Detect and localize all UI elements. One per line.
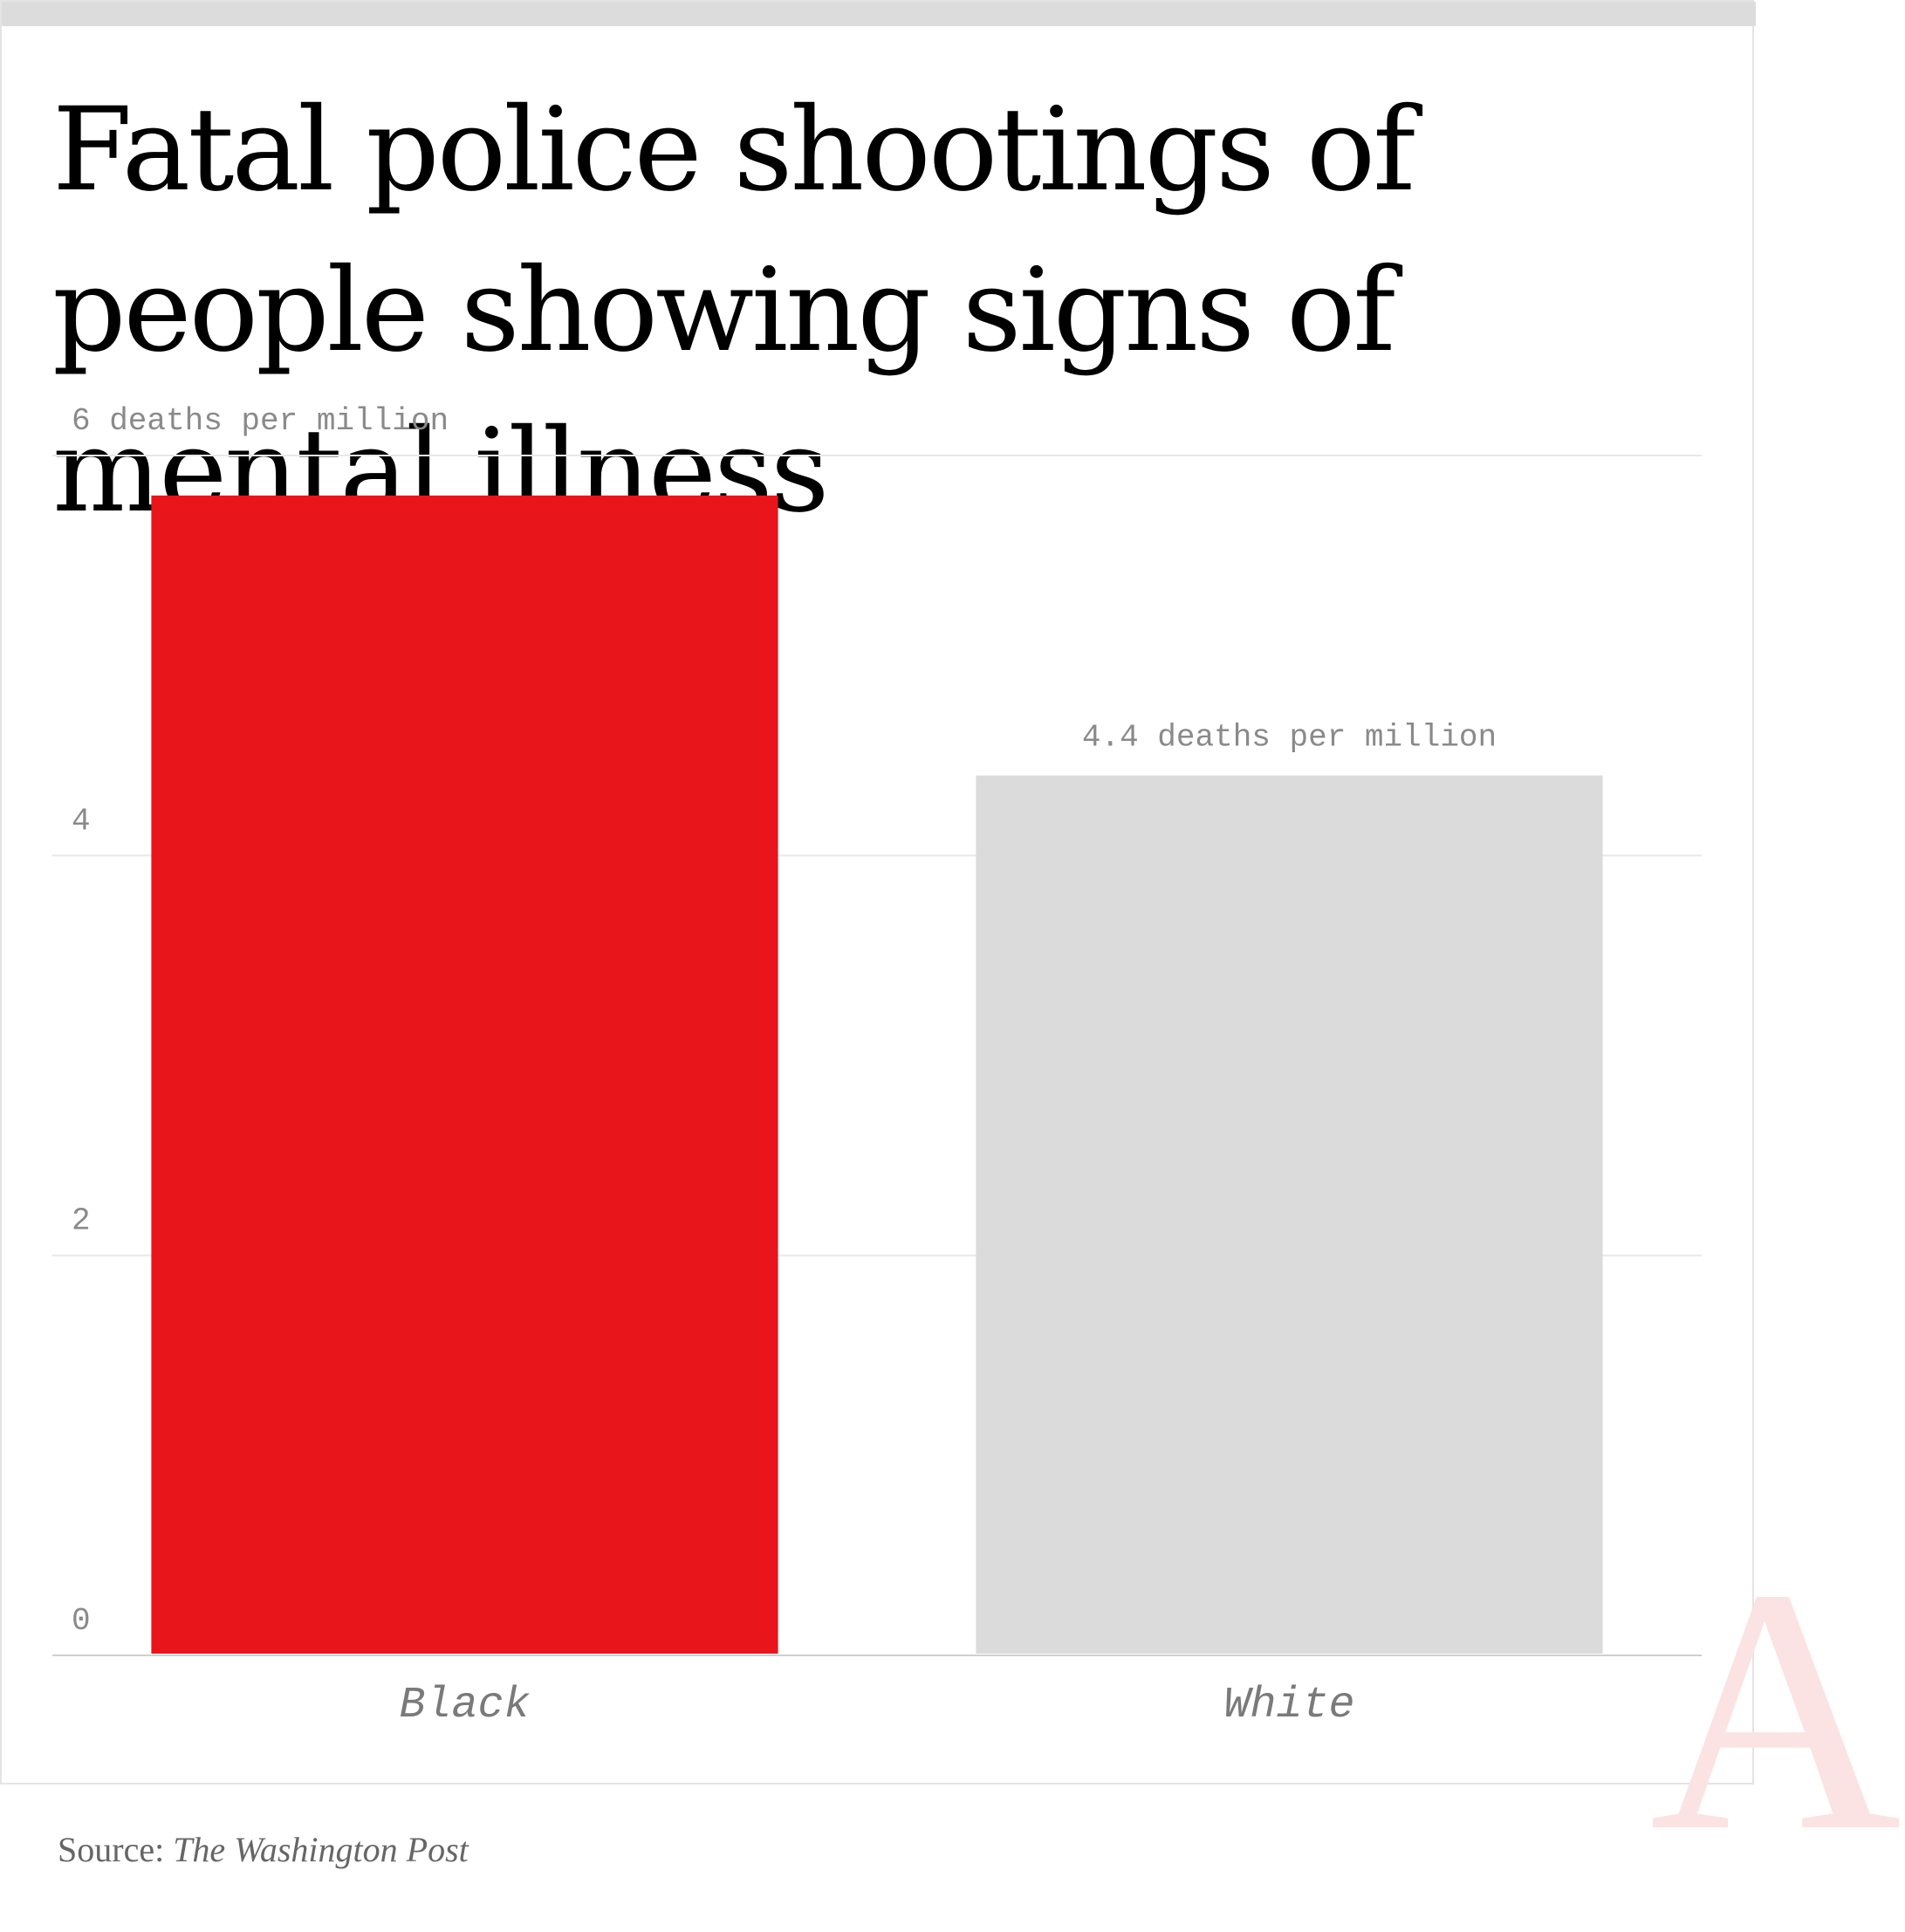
x-category-label: White (1223, 1681, 1354, 1730)
bar-white (976, 775, 1603, 1654)
chart-title: Fatal police shootings of people showing… (52, 83, 1415, 538)
publication-logo: A (1649, 1517, 1902, 1903)
bars (151, 495, 1603, 1655)
source-note: Source: The Washington Post (58, 1829, 469, 1870)
source-name: The Washington Post (173, 1830, 469, 1869)
y-tick-label: 0 (72, 1603, 91, 1639)
bar-data-label: 4.4 deaths per million (1082, 720, 1497, 756)
y-tick-label: 2 (72, 1203, 91, 1239)
x-category-label: Black (399, 1681, 530, 1730)
y-tick-label: 4 (72, 803, 91, 839)
bar-black (151, 495, 778, 1655)
bar-chart: 0 2 4 6 deaths per million Black White 4.4 dea… (52, 403, 1702, 1730)
top-strip (2, 2, 1756, 26)
y-tick-label: 6 deaths per million (72, 403, 449, 439)
source-prefix: Source: (58, 1830, 174, 1869)
labels: 0 2 4 6 deaths per million Black White 4.4 dea… (72, 403, 1497, 1730)
